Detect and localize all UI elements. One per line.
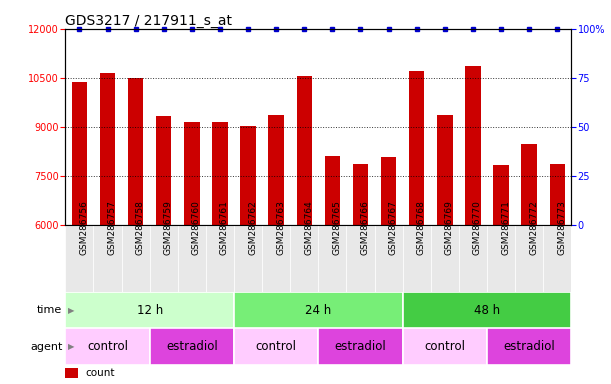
Bar — [150, 225, 178, 292]
Text: GSM286762: GSM286762 — [248, 200, 257, 255]
Bar — [150, 328, 234, 365]
Text: GSM286758: GSM286758 — [136, 200, 145, 255]
Text: GSM286773: GSM286773 — [557, 200, 566, 255]
Bar — [234, 328, 318, 365]
Bar — [65, 328, 150, 365]
Bar — [296, 76, 312, 225]
Bar — [487, 328, 571, 365]
Bar — [65, 368, 78, 377]
Bar — [375, 225, 403, 292]
Bar — [431, 225, 459, 292]
Bar — [324, 156, 340, 225]
Text: GSM286772: GSM286772 — [529, 200, 538, 255]
Bar — [93, 225, 122, 292]
Bar — [549, 164, 565, 225]
Bar — [128, 78, 144, 225]
Text: GSM286759: GSM286759 — [164, 200, 173, 255]
Text: GSM286757: GSM286757 — [108, 200, 117, 255]
Text: estradiol: estradiol — [503, 340, 555, 353]
Bar — [381, 157, 397, 225]
Bar — [403, 225, 431, 292]
Bar — [212, 122, 228, 225]
Bar — [234, 225, 262, 292]
Text: time: time — [37, 305, 62, 315]
Text: ▶: ▶ — [68, 342, 75, 351]
Bar — [71, 82, 87, 225]
Bar — [543, 225, 571, 292]
Text: GSM286765: GSM286765 — [332, 200, 342, 255]
Bar — [156, 116, 172, 225]
Text: GSM286761: GSM286761 — [220, 200, 229, 255]
Text: GSM286760: GSM286760 — [192, 200, 201, 255]
Bar — [268, 115, 284, 225]
Bar — [100, 73, 115, 225]
Text: GDS3217 / 217911_s_at: GDS3217 / 217911_s_at — [65, 14, 232, 28]
Text: estradiol: estradiol — [335, 340, 386, 353]
Text: GSM286763: GSM286763 — [276, 200, 285, 255]
Text: 48 h: 48 h — [474, 304, 500, 316]
Text: control: control — [255, 340, 297, 353]
Bar — [178, 225, 206, 292]
Bar — [65, 292, 234, 328]
Text: GSM286767: GSM286767 — [389, 200, 398, 255]
Text: ▶: ▶ — [68, 306, 75, 314]
Text: control: control — [87, 340, 128, 353]
Text: agent: agent — [30, 341, 62, 352]
Bar — [184, 122, 200, 225]
Bar — [437, 115, 453, 225]
Bar — [206, 225, 234, 292]
Text: GSM286766: GSM286766 — [360, 200, 370, 255]
Bar — [290, 225, 318, 292]
Bar — [240, 126, 256, 225]
Text: GSM286769: GSM286769 — [445, 200, 454, 255]
Bar — [515, 225, 543, 292]
Text: GSM286771: GSM286771 — [501, 200, 510, 255]
Text: 12 h: 12 h — [137, 304, 163, 316]
Bar — [409, 71, 425, 225]
Bar — [403, 328, 487, 365]
Bar — [318, 225, 346, 292]
Bar — [459, 225, 487, 292]
Text: GSM286764: GSM286764 — [304, 200, 313, 255]
Bar — [346, 225, 375, 292]
Text: control: control — [424, 340, 466, 353]
Bar — [234, 292, 403, 328]
Text: GSM286768: GSM286768 — [417, 200, 426, 255]
Text: estradiol: estradiol — [166, 340, 218, 353]
Text: GSM286756: GSM286756 — [79, 200, 89, 255]
Text: 24 h: 24 h — [306, 304, 331, 316]
Bar — [353, 164, 368, 225]
Text: GSM286770: GSM286770 — [473, 200, 482, 255]
Text: count: count — [86, 368, 115, 378]
Bar — [65, 225, 93, 292]
Bar — [318, 328, 403, 365]
Bar — [262, 225, 290, 292]
Bar — [465, 66, 481, 225]
Bar — [403, 292, 571, 328]
Bar — [122, 225, 150, 292]
Bar — [521, 144, 537, 225]
Bar — [493, 165, 509, 225]
Bar — [487, 225, 515, 292]
